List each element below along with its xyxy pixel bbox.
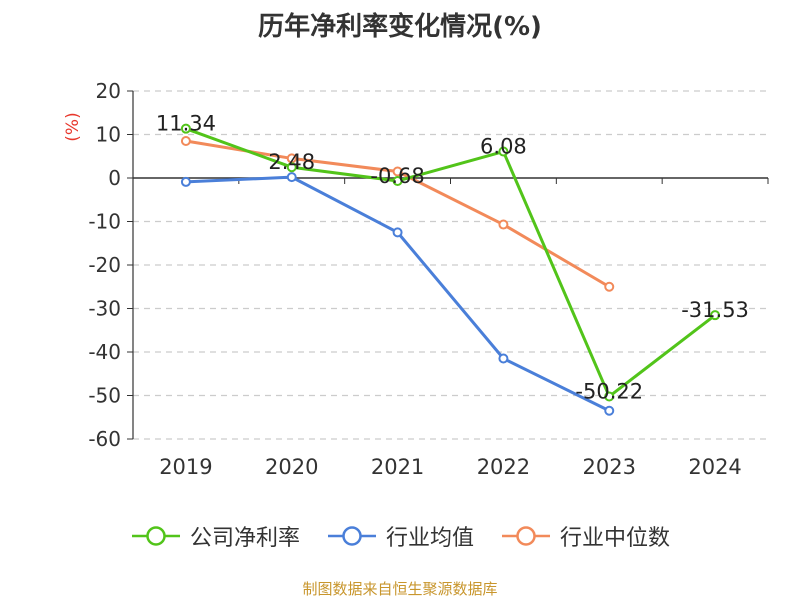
data-point-industry-avg[interactable]	[392, 227, 403, 238]
y-tick-label: -10	[88, 210, 121, 234]
axes: 20 10 0 -10 -20 -30 -40 -50 -60 2019 2020 2021 2022 2…	[63, 79, 769, 479]
data-point-industry-median[interactable]	[604, 281, 615, 292]
data-label: -0.68	[370, 164, 424, 188]
y-tick-label: -60	[88, 427, 121, 451]
series-line-industry-avg	[185, 175, 610, 413]
x-tick-label: 2024	[688, 455, 741, 479]
data-point-net-margin[interactable]	[392, 175, 403, 186]
data-point-industry-avg[interactable]	[498, 353, 509, 364]
data-point-industry-median[interactable]	[180, 136, 191, 147]
data-label: -50.22	[575, 379, 643, 403]
data-point-industry-median[interactable]	[392, 166, 403, 177]
legend-item-net-margin[interactable]: 公司净利率	[130, 520, 300, 552]
data-labels: 11.34 2.48 -0.68 6.08 -50.22 -31.53	[156, 112, 749, 404]
data-point-net-margin[interactable]	[710, 310, 721, 321]
grid-lines	[133, 90, 768, 440]
data-point-net-margin[interactable]	[604, 391, 615, 402]
data-point-industry-avg[interactable]	[286, 172, 297, 183]
legend-label-industry-median: 行业中位数	[560, 526, 671, 551]
series-line-net-margin	[185, 127, 716, 398]
series-lines	[180, 123, 721, 416]
data-point-industry-avg[interactable]	[180, 176, 191, 187]
y-axis-label: (%)	[63, 112, 83, 141]
y-tick-label: 20	[96, 79, 121, 103]
x-tick-label: 2022	[477, 455, 530, 479]
x-tick-label: 2020	[265, 455, 318, 479]
x-tick-label: 2021	[371, 455, 424, 479]
y-tick-label: -50	[88, 384, 121, 408]
y-tick-label: -20	[88, 253, 121, 277]
data-point-net-margin[interactable]	[286, 162, 297, 173]
chart-title: 历年净利率变化情况(%)	[258, 12, 542, 42]
legend-swatch-industry-avg	[327, 526, 376, 546]
data-label: -31.53	[681, 298, 749, 322]
chart-legend: 公司净利率 行业均值 行业中位数	[0, 520, 800, 552]
y-tick-label: -30	[88, 297, 121, 321]
data-point-industry-median[interactable]	[498, 219, 509, 230]
source-note: 制图数据来自恒生聚源数据库	[302, 580, 498, 598]
x-tick-label: 2023	[583, 455, 636, 479]
data-point-net-margin[interactable]	[180, 123, 191, 134]
data-label: 6.08	[480, 135, 527, 159]
data-point-net-margin[interactable]	[498, 146, 509, 157]
data-label: 2.48	[268, 150, 315, 174]
x-tick-label: 2019	[159, 455, 212, 479]
legend-label-net-margin: 公司净利率	[189, 526, 300, 551]
legend-item-industry-avg[interactable]: 行业均值	[326, 520, 474, 552]
y-tick-label: -40	[88, 340, 121, 364]
legend-item-industry-median[interactable]: 行业中位数	[500, 520, 670, 552]
legend-swatch-industry-median	[502, 526, 550, 546]
legend-swatch-net-margin	[131, 526, 180, 546]
data-point-industry-avg[interactable]	[604, 405, 615, 416]
y-tick-label: 10	[96, 123, 121, 147]
legend-label-industry-avg: 行业均值	[385, 526, 474, 551]
y-tick-label: 0	[108, 166, 121, 190]
data-label: 11.34	[156, 112, 216, 136]
